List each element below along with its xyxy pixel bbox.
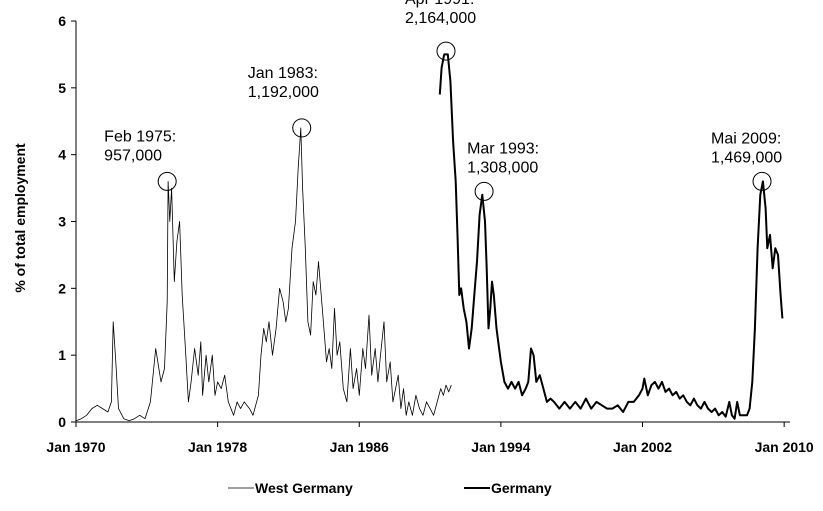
series-line-west-germany xyxy=(75,127,452,422)
peak-annotations: Feb 1975: 957,000 Jan 1983: 1,192,000 Apr 19… xyxy=(104,0,782,176)
y-tick-label: 0 xyxy=(58,414,66,430)
peak-marker-circle xyxy=(436,41,456,61)
x-tick-label: Jan 1986 xyxy=(330,439,389,455)
legend-label: Germany xyxy=(491,480,552,496)
peak-annotation-line: 957,000 xyxy=(104,147,162,164)
peak-marker-circle xyxy=(474,181,494,201)
legend: West Germany Germany xyxy=(228,480,552,496)
x-tick-labels: Jan 1970 Jan 1978 Jan 1986 Jan 1994 Jan 2002… xyxy=(46,422,814,455)
peak-marker-circle xyxy=(752,171,772,191)
axes xyxy=(75,21,790,423)
x-tick-label: Jan 1970 xyxy=(46,439,105,455)
x-tick-label: Jan 2002 xyxy=(613,439,672,455)
peak-circles xyxy=(157,41,772,201)
peak-marker-circle xyxy=(157,171,177,191)
peak-marker-circle xyxy=(292,118,312,138)
peak-annotation-line: Mai 2009: xyxy=(711,130,781,147)
series-lines xyxy=(75,53,784,422)
y-tick-label: 4 xyxy=(58,147,66,163)
y-axis-title: % of total employment xyxy=(12,143,28,293)
y-tick-labels: 0 1 2 3 4 5 6 xyxy=(58,13,76,430)
peak-annotation-line: Mar 1993: xyxy=(467,140,539,157)
peak-annotation-line: 1,192,000 xyxy=(248,84,319,101)
x-tick-label: Jan 1994 xyxy=(471,439,530,455)
y-axis-title-group: % of total employment xyxy=(12,143,28,293)
peak-annotation-line: 1,469,000 xyxy=(711,149,782,166)
peak-annotation-line: 1,308,000 xyxy=(467,159,538,176)
legend-label: West Germany xyxy=(255,480,353,496)
y-tick-label: 1 xyxy=(58,347,66,363)
peak-annotation-line: Apr 1991: xyxy=(405,0,474,8)
y-tick-label: 6 xyxy=(58,13,66,29)
peak-annotation-line: Jan 1983: xyxy=(248,65,318,82)
x-tick-label: Jan 2010 xyxy=(755,439,814,455)
series-line-germany xyxy=(438,53,784,420)
peak-annotation-line: Feb 1975: xyxy=(104,128,176,145)
y-tick-label: 5 xyxy=(58,80,66,96)
y-tick-label: 3 xyxy=(58,214,66,230)
peak-annotation-line: 2,164,000 xyxy=(405,10,476,27)
x-tick-label: Jan 1978 xyxy=(188,439,247,455)
y-tick-label: 2 xyxy=(58,280,66,296)
